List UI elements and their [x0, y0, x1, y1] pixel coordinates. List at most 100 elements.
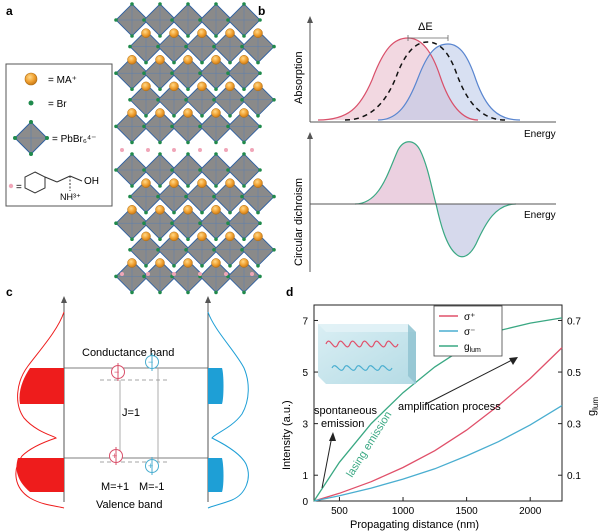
- bromide-atom: [228, 60, 232, 65]
- bromide-atom: [172, 114, 176, 118]
- bromide-atom: [186, 290, 190, 295]
- organic-cation: [224, 272, 228, 276]
- y-tick-label: 7: [302, 316, 308, 327]
- panel-b-label: b: [258, 4, 265, 18]
- x-tick-label: 1000: [392, 506, 415, 517]
- bromide-atom: [226, 168, 230, 172]
- bromide-atom: [228, 210, 232, 215]
- bromide-atom: [170, 18, 174, 22]
- plot-frame: [313, 304, 563, 502]
- bromide-atom: [186, 237, 190, 241]
- bromide-atom: [186, 34, 190, 38]
- ma-cation: [211, 108, 221, 118]
- octahedron: [226, 152, 262, 188]
- y2-tick-label: 0.3: [567, 420, 581, 431]
- ma-cation: [225, 28, 235, 38]
- x-tick-label: 2000: [519, 506, 542, 517]
- panel-c: c Conductance band Valence band J=1: [6, 285, 249, 511]
- ma-cation: [225, 231, 235, 242]
- ma-cation: [155, 205, 165, 215]
- octahedron: [212, 28, 248, 65]
- bromide-atom: [128, 248, 132, 252]
- bromide-atom: [240, 248, 244, 252]
- bromide-atom: [142, 124, 146, 129]
- bromide-atom: [226, 221, 230, 225]
- bromide-atom: [128, 98, 132, 102]
- bromide-atom: [130, 2, 134, 6]
- bromide-atom: [170, 124, 174, 129]
- bromide-atom: [226, 18, 230, 22]
- right-dos-upper-fill: [208, 368, 224, 404]
- y-left-axis-label: Intensity (a.u.): [281, 400, 293, 470]
- bromide-atom: [184, 194, 188, 199]
- panel-a: a = MA⁺ = Br = PbBr₆⁴⁻ =: [5, 2, 276, 295]
- bromide-atom: [242, 34, 246, 38]
- spin-state-upper-right: −: [145, 353, 159, 371]
- absorption-blue-fill: [378, 44, 520, 120]
- ma-cation: [239, 205, 249, 215]
- y-tick-label: 0: [302, 497, 308, 508]
- bromide-atom: [130, 87, 134, 91]
- octahedron: [142, 152, 178, 188]
- bromide-atom: [158, 2, 162, 6]
- red-helix: [325, 340, 399, 348]
- bromide-atom: [226, 71, 230, 75]
- legend-box: = MA⁺ = Br = PbBr₆⁴⁻ = OH NH³⁺: [5, 63, 113, 207]
- left-dos-curve: [15, 311, 65, 509]
- bromide-atom: [170, 221, 174, 225]
- bromide-atom: [130, 152, 134, 156]
- m-plus-label: M=+1: [101, 481, 129, 493]
- bromide-atom: [158, 87, 162, 91]
- bromide-atom: [156, 98, 160, 102]
- svg-text:−: −: [114, 367, 119, 377]
- bromide-atom: [212, 194, 216, 199]
- bromide-atom: [142, 274, 146, 279]
- bromide-atom: [214, 184, 218, 188]
- bromide-atom: [226, 124, 230, 129]
- ma-cation: [155, 108, 165, 118]
- bromide-atom: [212, 44, 216, 49]
- amplification-label: amplification process: [398, 401, 501, 413]
- organic-cation: [146, 148, 150, 152]
- bromide-atom: [200, 264, 204, 268]
- conduction-band-label: Conductance band: [82, 347, 174, 359]
- series-lines: [313, 317, 563, 502]
- absorption-plot: ΔE Absorption Energy: [293, 16, 556, 140]
- bromide-atom: [242, 290, 246, 295]
- bromide-atom: [228, 114, 232, 118]
- organic-cation: [120, 272, 124, 276]
- bromide-atom: [142, 221, 146, 225]
- j-label: J=1: [122, 407, 140, 419]
- octahedron: [226, 258, 262, 295]
- spin-state-lower-left: +: [109, 447, 123, 465]
- bromide-atom: [186, 87, 190, 91]
- bromide-atom: [258, 18, 262, 22]
- ma-cation: [127, 108, 137, 118]
- bromide-atom: [186, 184, 190, 188]
- bromide-atom: [242, 87, 246, 91]
- helix-inset: [318, 324, 416, 384]
- bromide-atom: [172, 264, 176, 268]
- panel-b: b ΔE Absorption Energy Circula: [258, 4, 556, 272]
- octahedron: [142, 205, 178, 241]
- bromide-atom: [242, 184, 246, 188]
- series-glum: [313, 317, 563, 502]
- panel-a-label: a: [6, 4, 13, 18]
- bromide-atom: [130, 140, 134, 145]
- absorption-blue-curve: [377, 43, 521, 121]
- bromide-atom: [272, 194, 276, 199]
- ma-cation: [127, 205, 137, 215]
- legend-glum: glum: [464, 342, 481, 354]
- ma-cation: [197, 81, 207, 92]
- ma-cation: [211, 205, 221, 215]
- octahedron: [170, 152, 206, 188]
- right-dos: [205, 296, 249, 509]
- bromide-icon: [28, 100, 34, 106]
- ma-cation: [141, 178, 151, 188]
- right-dos-lower-fill: [208, 458, 224, 492]
- octahedron: [114, 2, 150, 38]
- bromide-atom: [114, 274, 118, 279]
- legend-eq: =: [16, 182, 22, 193]
- delta-e-label: ΔE: [418, 21, 433, 33]
- panel-d: d 500 1000 1500 2000 0 1 3 5 7 0.1 0.3 0.5 0.7 Int…: [281, 285, 599, 531]
